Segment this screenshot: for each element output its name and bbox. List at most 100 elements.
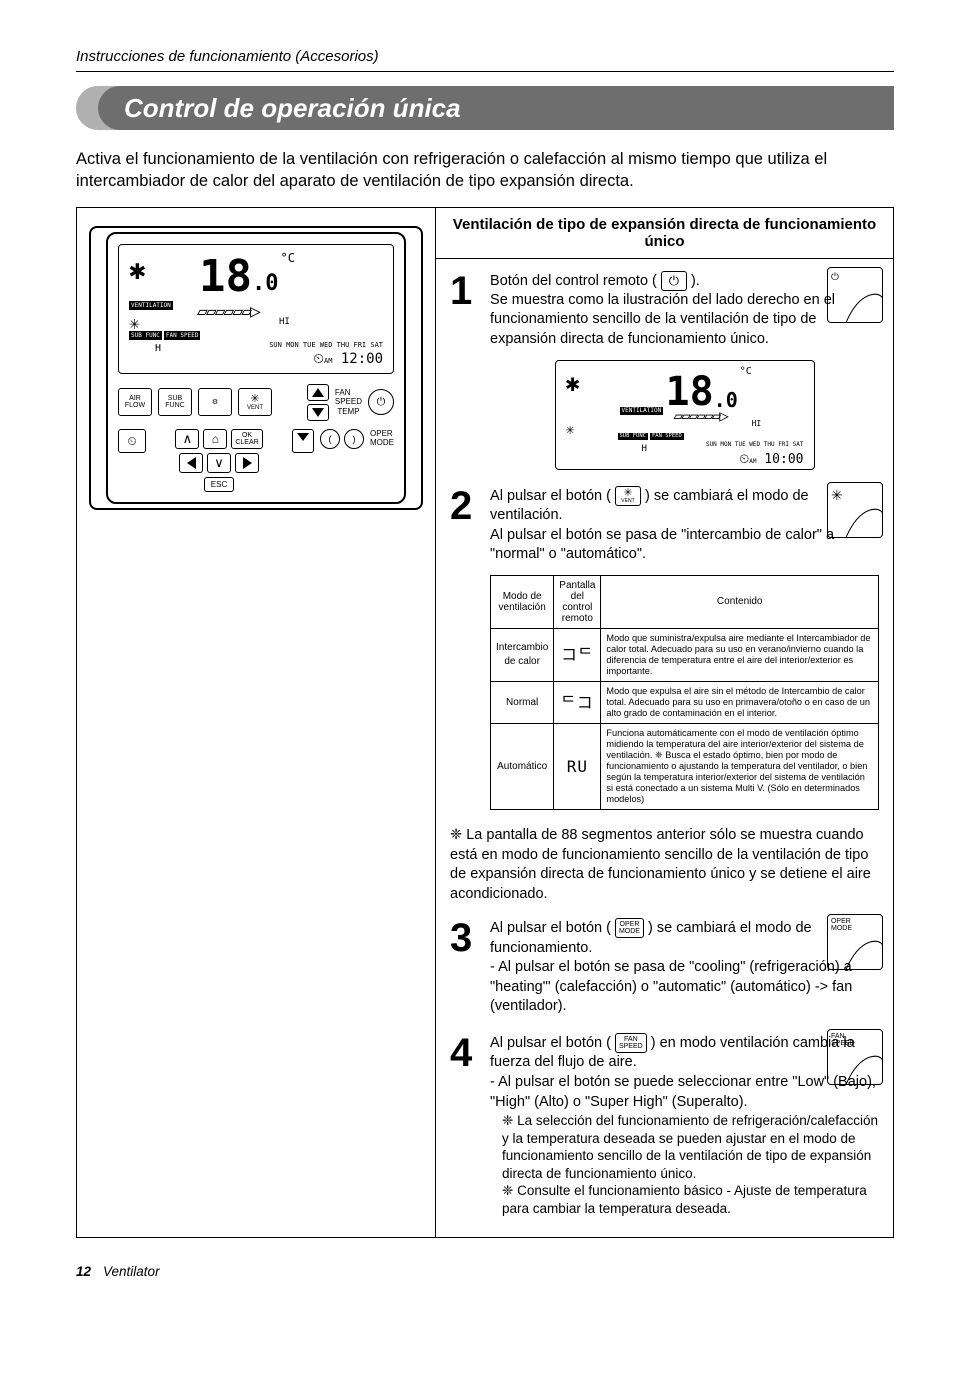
step-4-text-a: Al pulsar el botón ( xyxy=(490,1035,611,1051)
step-1-body: Botón del control remoto ( ). Se muestra… xyxy=(490,271,879,470)
clock-label: ⏲AM 12:00 xyxy=(313,351,383,367)
right-heading: Ventilación de tipo de expansión directa… xyxy=(436,208,893,259)
settings-button[interactable]: ⚙ xyxy=(198,388,232,416)
step-1-text-b: ). xyxy=(691,272,700,288)
right-body: 1 Botón del control remoto ( ). Se muest… xyxy=(436,259,893,1238)
small-left-button[interactable]: ( xyxy=(320,429,340,449)
r1c1: Intercambio de calor xyxy=(491,628,554,681)
home-button[interactable] xyxy=(203,429,227,449)
step-4-text-c: - Al pulsar el botón se puede selecciona… xyxy=(490,1074,876,1110)
temp-dec: .0 xyxy=(252,271,279,296)
up-arrow-button[interactable]: ∧ xyxy=(175,429,199,449)
triangle-left-icon xyxy=(187,457,196,469)
hand-icon xyxy=(840,927,883,970)
step-4-note-2: ❈ Consulte el funcionamiento básico - Aj… xyxy=(502,1182,879,1217)
note-88-text: La pantalla de 88 segmentos anterior sól… xyxy=(450,827,871,902)
h-label: H xyxy=(155,343,161,354)
sub-labels: SUB FUNC FAN SPEED xyxy=(129,331,200,340)
triangle-down-icon xyxy=(312,408,324,417)
ventilation-label: VENTILATION xyxy=(129,301,173,310)
mini-clock-time: 10:00 xyxy=(764,452,803,467)
power-button[interactable]: ⏻ xyxy=(368,389,394,415)
mini-subfunc-label: SUB FUNC xyxy=(618,433,649,440)
footer-label: Ventilator xyxy=(103,1264,160,1279)
nav-up-button[interactable] xyxy=(292,429,314,453)
snowflake-icon: ✱ xyxy=(129,253,146,286)
th-display: Pantalla del control remoto xyxy=(554,575,601,628)
triangle-up-icon xyxy=(312,388,324,397)
th-mode: Modo de ventilación xyxy=(491,575,554,628)
hi-label: HI xyxy=(279,317,290,327)
temp-group xyxy=(307,384,329,421)
temp-digits: 18.0°C xyxy=(199,251,295,302)
down-arrow-button[interactable]: ∨ xyxy=(207,453,231,473)
intro-text: Activa el funcionamiento de la ventilaci… xyxy=(76,148,894,193)
temp-unit: °C xyxy=(281,251,295,265)
hand-illustration-3: OPER MODE xyxy=(827,914,883,970)
mini-temp-unit: °C xyxy=(740,365,752,379)
r2c3: Modo que expulsa el aire sin el método d… xyxy=(601,681,879,723)
esc-button[interactable]: ESC xyxy=(204,477,234,492)
vent-button[interactable]: ✳VENT xyxy=(238,388,272,416)
temp-main: 18 xyxy=(199,251,252,302)
mini-vent-label: VENTILATION xyxy=(620,407,664,415)
step-4-note-2-text: Consulte el funcionamiento básico - Ajus… xyxy=(502,1183,867,1216)
small-right-button[interactable]: ) xyxy=(344,429,364,449)
opermode-key-icon: OPER MODE xyxy=(615,918,644,938)
page-pretitle: Instrucciones de funcionamiento (Accesor… xyxy=(76,48,894,65)
airflow-button[interactable]: AIR FLOW xyxy=(118,388,152,416)
table-header-row: Modo de ventilación Pantalla del control… xyxy=(491,575,879,628)
r1c2: コᄃ xyxy=(554,628,601,681)
triangle-icon xyxy=(297,433,309,449)
step-2-body: Al pulsar el botón ( ✳VENT ) se cambiará… xyxy=(490,486,879,811)
mini-vent-icon: ✳ xyxy=(566,419,575,439)
step-2-text-c: Al pulsar el botón se pasa de "intercamb… xyxy=(490,527,834,563)
step-1-text-c: Se muestra como la ilustración del lado … xyxy=(490,292,835,347)
triangle-right-icon xyxy=(243,457,252,469)
opermode-side-label: OPER MODE xyxy=(370,429,394,447)
table-row: Normal ᄃコ Modo que expulsa el aire sin e… xyxy=(491,681,879,723)
left-column: ✱ 18.0°C VENTILATION ▱▱▱▱▱▱▷ ✳ HI SUB FU… xyxy=(77,208,436,1238)
step-4-note-1-text: La selección del funcionamiento de refri… xyxy=(502,1113,878,1181)
mini-clock: ⏲AM 10:00 xyxy=(739,451,803,469)
am-label: AM xyxy=(324,357,332,365)
right-arrow-button[interactable] xyxy=(235,453,259,473)
step-1-text-a: Botón del control remoto ( xyxy=(490,272,657,288)
r2c2: ᄃコ xyxy=(554,681,601,723)
mini-snowflake-icon: ✱ xyxy=(566,367,580,399)
step-3-body: Al pulsar el botón ( OPER MODE ) se camb… xyxy=(490,918,879,1017)
r1c3: Modo que suministra/expulsa aire mediant… xyxy=(601,628,879,681)
ok-clear-button[interactable]: OK CLEAR xyxy=(231,429,262,449)
note-88: ❈ La pantalla de 88 segmentos anterior s… xyxy=(450,826,879,904)
th-content: Contenido xyxy=(601,575,879,628)
left-arrow-button[interactable] xyxy=(179,453,203,473)
hand-icon xyxy=(840,280,883,323)
remote-control: ✱ 18.0°C VENTILATION ▱▱▱▱▱▱▷ ✳ HI SUB FU… xyxy=(106,232,406,504)
step-2-number: 2 xyxy=(450,486,480,811)
table-row: Intercambio de calor コᄃ Modo que suminis… xyxy=(491,628,879,681)
temp-down-button[interactable] xyxy=(307,404,329,421)
timer-button[interactable]: ⏲ xyxy=(118,429,146,453)
step-4-body: Al pulsar el botón ( FAN SPEED ) en modo… xyxy=(490,1033,879,1217)
remote-outer-frame: ✱ 18.0°C VENTILATION ▱▱▱▱▱▱▷ ✳ HI SUB FU… xyxy=(89,226,423,510)
r3c1: Automático xyxy=(491,723,554,809)
step-1-number: 1 xyxy=(450,271,480,470)
footer-page-number: 12 xyxy=(76,1264,91,1279)
main-frame: ✱ 18.0°C VENTILATION ▱▱▱▱▱▱▷ ✳ HI SUB FU… xyxy=(76,207,894,1239)
clock-time: 12:00 xyxy=(341,351,383,367)
button-row-2: ⏲ ∧ OK CLEAR ∨ ESC xyxy=(118,429,394,492)
temp-up-button[interactable] xyxy=(307,384,329,401)
vent-key-label: VENT xyxy=(621,499,634,504)
temp-side-label: TEMP xyxy=(337,407,359,416)
page-title: Control de operación única xyxy=(98,86,894,130)
button-row-1: AIR FLOW SUB FUNC ⚙ ✳VENT FAN SPEED TEMP xyxy=(118,384,394,421)
mini-h-label: H xyxy=(642,443,647,455)
r3c2: RU xyxy=(554,723,601,809)
step-3-text-a: Al pulsar el botón ( xyxy=(490,920,611,936)
step-2: 2 Al pulsar el botón ( ✳VENT ) se cambia… xyxy=(450,486,879,811)
days-label: SUN MON TUE WED THU FRI SAT xyxy=(269,341,383,349)
right-column: Ventilación de tipo de expansión directa… xyxy=(436,208,893,1238)
subfunc-button[interactable]: SUB FUNC xyxy=(158,388,192,416)
page-footer: 12 Ventilator xyxy=(76,1264,894,1279)
vent-key-icon: ✳VENT xyxy=(615,486,641,506)
